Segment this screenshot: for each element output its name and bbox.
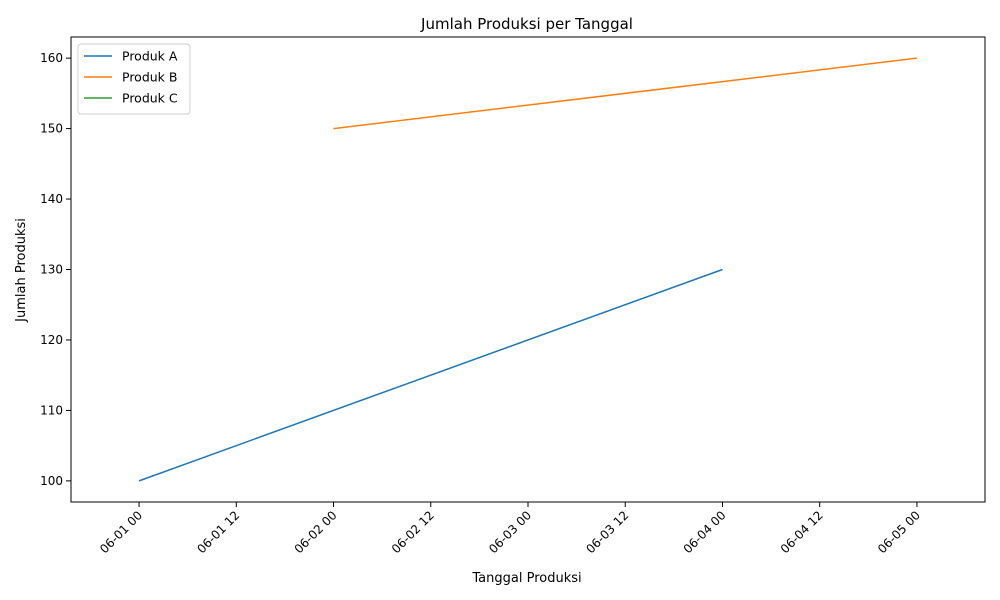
x-axis-label: Tanggal Produksi — [471, 571, 581, 586]
x-tick-label: 06-04 00 — [681, 508, 729, 556]
plot-frame — [70, 36, 986, 503]
y-axis-label: Jumlah Produksi — [14, 218, 29, 323]
x-tick-label: 06-03 12 — [583, 508, 631, 556]
legend-label-1: Produk A — [122, 49, 178, 64]
series-line-1 — [138, 268, 723, 482]
y-tick-label: 120 — [40, 333, 63, 347]
x-tick-label: 06-02 12 — [389, 508, 437, 556]
y-tick-label: 140 — [40, 192, 63, 206]
x-tick-label: 06-01 00 — [97, 508, 145, 556]
y-axis: 100 110 120 130 140 150 160 — [40, 51, 71, 488]
legend: Produk A Produk B Produk C — [77, 43, 191, 115]
y-tick-label: 150 — [40, 122, 63, 136]
legend-label-3: Produk C — [122, 91, 178, 106]
y-tick-label: 110 — [40, 403, 63, 417]
series-line-2 — [333, 57, 918, 130]
x-tick-label: 06-04 12 — [778, 508, 826, 556]
series-lines — [138, 57, 918, 482]
x-tick-label: 06-01 12 — [194, 508, 242, 556]
x-axis: 06-01 00 06-01 12 06-02 00 06-02 12 06-03 00… — [97, 502, 923, 556]
y-tick-label: 160 — [40, 51, 63, 65]
x-tick-label: 06-02 00 — [292, 508, 340, 556]
legend-box — [77, 43, 191, 115]
y-tick-label: 100 — [40, 474, 63, 488]
legend-label-2: Produk B — [122, 70, 177, 85]
chart-title: Jumlah Produksi per Tanggal — [420, 15, 633, 33]
x-tick-label: 06-05 00 — [875, 508, 923, 556]
x-tick-label: 06-03 00 — [486, 508, 534, 556]
y-tick-label: 130 — [40, 263, 63, 277]
